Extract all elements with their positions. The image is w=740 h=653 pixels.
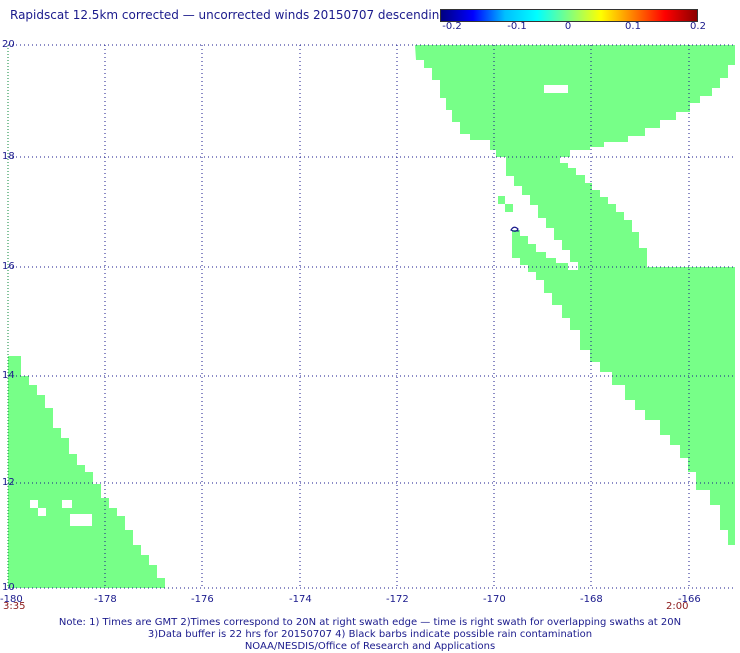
latitude-labels: 20 18 16 14 12 10 [2, 39, 15, 593]
note-line: Note: 1) Times are GMT 2)Times correspon… [58, 617, 682, 628]
colorbar-labels: -0.2 -0.1 0 0.1 0.2 [430, 21, 720, 35]
swath-patch [498, 196, 505, 204]
note-line: NOAA/NESDIS/Office of Research and Appli… [244, 641, 496, 652]
data-gap [70, 514, 92, 526]
longitude-tick-label: -166 [678, 594, 701, 605]
data-gap [30, 500, 38, 508]
longitude-labels: -180 -178 -176 -174 -172 -170 -168 -166 [0, 594, 701, 605]
lat-lon-grid [7, 44, 735, 589]
latitude-tick-label: 12 [2, 477, 15, 488]
data-gap [38, 508, 46, 516]
time-left: 3:35 [3, 601, 25, 612]
longitude-tick-label: -174 [289, 594, 312, 605]
colorbar-label: 0.2 [690, 21, 706, 32]
swath-west [8, 356, 165, 588]
time-right: 2:00 [666, 601, 688, 612]
swath-east [415, 45, 735, 545]
rain-flag-barb [510, 226, 519, 232]
colorbar-label: 0 [564, 21, 572, 32]
latitude-tick-label: 10 [2, 582, 15, 593]
map-title: Rapidscat 12.5km corrected — uncorrected… [10, 8, 447, 22]
data-gap [62, 500, 72, 508]
note-line: 3)Data buffer is 22 hrs for 20150707 4) … [147, 629, 593, 640]
swath-coverage [8, 45, 735, 588]
colorbar [440, 9, 698, 22]
swath-patch [505, 204, 513, 212]
data-gap [544, 85, 568, 93]
colorbar-label: 0.1 [625, 21, 641, 32]
latitude-tick-label: 20 [2, 39, 15, 50]
longitude-tick-label: -170 [483, 594, 506, 605]
longitude-tick-label: -176 [191, 594, 214, 605]
longitude-tick-label: -178 [94, 594, 117, 605]
longitude-tick-label: -168 [580, 594, 603, 605]
latitude-tick-label: 16 [2, 261, 15, 272]
latitude-tick-label: 18 [2, 151, 15, 162]
footnotes: Note: 1) Times are GMT 2)Times correspon… [0, 617, 740, 653]
longitude-tick-label: -172 [386, 594, 409, 605]
colorbar-label: -0.2 [442, 21, 462, 32]
longitude-tick-label: -180 [0, 594, 23, 605]
latitude-tick-label: 14 [2, 370, 15, 381]
colorbar-label: -0.1 [507, 21, 527, 32]
